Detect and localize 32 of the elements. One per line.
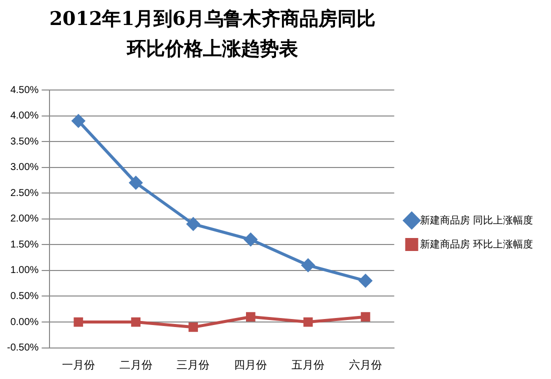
x-tick-label: 四月份 xyxy=(234,359,268,372)
y-tick-label: 3.00% xyxy=(10,162,39,174)
legend-label: 新建商品房 环比上涨幅度 xyxy=(420,238,534,250)
y-tick-label: 1.50% xyxy=(10,239,39,250)
point xyxy=(360,312,370,322)
x-tick-label: 六月份 xyxy=(349,358,382,372)
x-tick-label: 三月份 xyxy=(176,359,210,372)
chart-title: 2012年1月到6月乌鲁木齐商品房同比环比价格上涨趋势表 xyxy=(48,7,377,62)
point xyxy=(186,218,200,231)
y-tick-label: 2.00% xyxy=(10,214,39,225)
point xyxy=(246,312,256,322)
x-tick-label: 二月份 xyxy=(119,359,152,372)
point xyxy=(188,322,198,332)
y-tick-label: 3.50% xyxy=(10,136,39,148)
point xyxy=(129,176,142,190)
point xyxy=(74,317,84,327)
point xyxy=(302,258,315,272)
point xyxy=(244,233,258,246)
y-tick-label: 4.00% xyxy=(10,110,39,122)
y-tick-label: 0.50% xyxy=(10,290,39,302)
point xyxy=(72,114,85,128)
legend-label: 新建商品房 同比上涨幅度 xyxy=(420,214,534,226)
point xyxy=(303,317,313,327)
y-tick-label: 4.50% xyxy=(10,84,39,96)
y-tick-label: 2.50% xyxy=(10,188,39,199)
y-tick-label: 0.00% xyxy=(10,316,39,328)
point xyxy=(359,274,372,288)
y-tick-label: 1.00% xyxy=(10,265,39,276)
point xyxy=(131,317,140,327)
x-tick-label: 五月份 xyxy=(292,359,325,372)
x-tick-label: 一月份 xyxy=(62,359,95,372)
y-tick-label: -0.50% xyxy=(6,342,39,354)
